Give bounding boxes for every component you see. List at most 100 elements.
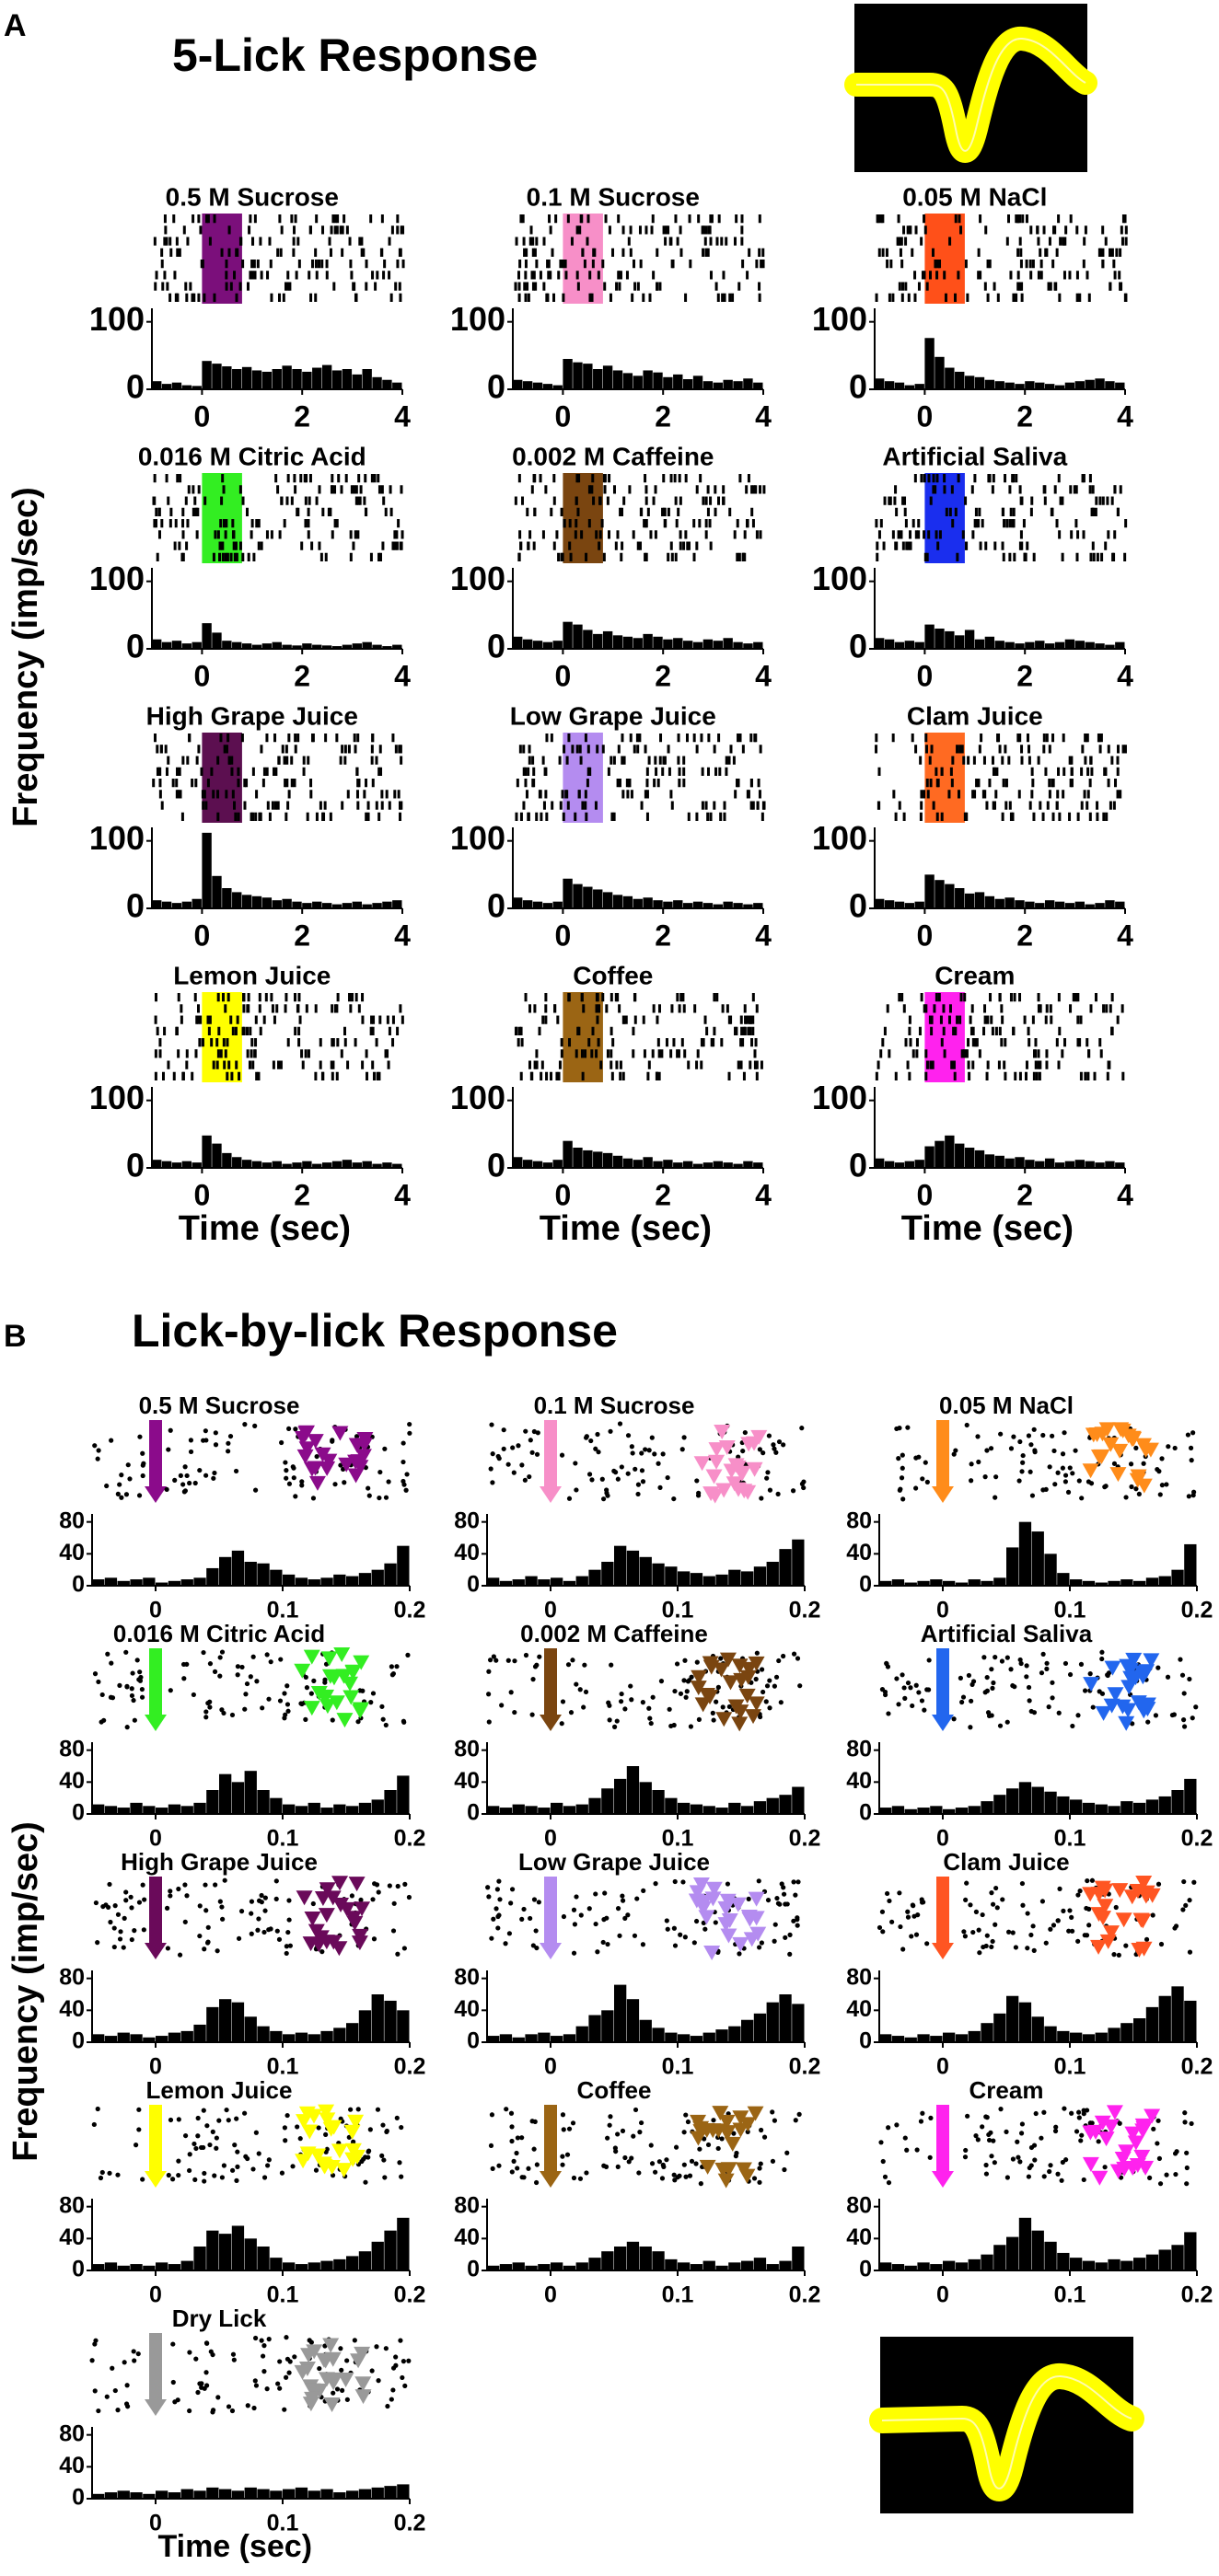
raster-tick	[925, 282, 929, 291]
raster-dot	[383, 2346, 389, 2351]
raster-dot	[406, 2358, 412, 2363]
bar	[512, 1804, 525, 1814]
raster-tick	[246, 282, 250, 291]
raster-tick	[598, 1004, 601, 1013]
raster-dot	[772, 1922, 778, 1927]
raster-dot	[394, 2115, 400, 2120]
lick-triangle	[354, 2389, 372, 2405]
raster-dot	[773, 1674, 780, 1680]
lick-triangle	[702, 1486, 720, 1502]
raster-tick	[1069, 485, 1073, 494]
raster-tick	[1080, 767, 1084, 776]
raster-tick	[555, 530, 559, 539]
raster-dot	[674, 1661, 680, 1667]
bar	[522, 900, 533, 908]
raster-dot	[564, 2152, 571, 2157]
bar	[193, 1802, 206, 1814]
raster	[486, 1648, 803, 1732]
raster-tick	[962, 756, 966, 765]
raster-dot	[731, 2131, 737, 2136]
bar	[1133, 1580, 1146, 1586]
bar	[1015, 1157, 1025, 1168]
lick-triangle	[690, 2131, 707, 2146]
raster-tick	[677, 1049, 680, 1058]
raster-tick	[550, 734, 553, 743]
raster-dot	[1040, 1651, 1046, 1657]
raster-tick	[336, 214, 340, 224]
raster-dot	[1182, 2120, 1188, 2125]
raster-tick	[755, 530, 759, 539]
raster-tick	[1115, 248, 1119, 257]
raster-dot	[751, 2176, 758, 2181]
raster-tick	[655, 1071, 658, 1080]
bar	[222, 1152, 232, 1168]
raster-dot	[989, 1944, 994, 1950]
raster-tick	[590, 293, 594, 302]
raster-tick	[1076, 812, 1080, 821]
raster-tick	[567, 993, 571, 1002]
raster-tick	[376, 271, 379, 280]
raster-tick	[964, 260, 968, 269]
raster-tick	[1011, 812, 1015, 821]
raster-tick	[559, 801, 563, 810]
raster-dot	[900, 1452, 905, 1458]
x-tick-label: 2	[1016, 399, 1033, 433]
lick-triangle	[749, 1926, 767, 1942]
raster-tick	[353, 282, 356, 291]
raster-tick	[749, 1026, 752, 1035]
raster-tick	[927, 474, 931, 483]
bar	[593, 889, 603, 908]
raster-tick	[160, 248, 164, 257]
raster-dot	[136, 1493, 143, 1498]
bar	[512, 1579, 525, 1586]
raster-tick	[371, 1060, 375, 1069]
raster-tick	[246, 1049, 250, 1058]
raster-tick	[542, 801, 546, 810]
raster-tick	[310, 260, 314, 269]
bar	[551, 1577, 563, 1586]
lick-triangle	[346, 1915, 364, 1931]
raster-tick	[1084, 225, 1087, 235]
raster-tick	[924, 1049, 928, 1058]
raster-dot	[969, 1698, 974, 1704]
raster-dot	[250, 1654, 256, 1659]
raster-tick	[706, 485, 710, 494]
raster-dot	[660, 1451, 666, 1457]
raster-tick	[328, 237, 331, 246]
lick-triangle	[1120, 1428, 1137, 1444]
raster-tick	[975, 779, 979, 788]
raster-tick	[331, 1038, 334, 1047]
bar	[171, 641, 182, 649]
bar	[206, 2230, 219, 2270]
raster-tick	[618, 779, 621, 788]
raster-tick	[752, 485, 756, 494]
raster-tick	[284, 745, 288, 754]
raster-tick	[315, 214, 319, 224]
raster-dot	[719, 2136, 725, 2142]
raster-dot	[571, 1950, 577, 1956]
raster-dot	[1062, 1479, 1069, 1484]
raster-tick	[1026, 541, 1029, 550]
raster-dot	[239, 1664, 245, 1670]
lick-arrow	[936, 1877, 949, 1945]
raster-dot	[672, 2177, 678, 2183]
raster-tick	[372, 1015, 376, 1024]
raster-tick	[265, 530, 269, 539]
raster-tick	[397, 519, 401, 528]
x-tick-label: 4	[394, 1178, 411, 1211]
raster-tick	[266, 801, 270, 810]
raster-tick	[158, 1049, 162, 1058]
raster-tick	[1112, 260, 1116, 269]
bar	[968, 2258, 981, 2270]
raster-tick	[969, 1015, 972, 1024]
raster-dot	[284, 1468, 289, 1473]
raster-tick	[986, 293, 990, 302]
bar	[601, 2010, 614, 2042]
raster-dot	[1123, 1495, 1129, 1500]
y-tick-label: 40	[59, 1996, 85, 2022]
bar	[733, 903, 743, 908]
bar	[308, 1579, 320, 1586]
raster-tick	[216, 812, 220, 821]
raster-dot	[639, 1468, 645, 1473]
